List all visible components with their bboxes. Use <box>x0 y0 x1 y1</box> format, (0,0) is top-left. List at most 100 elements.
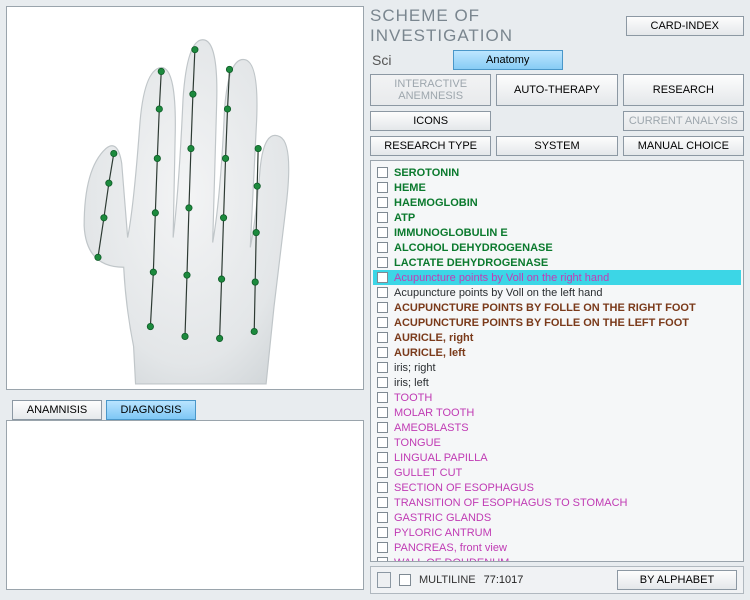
item-checkbox[interactable] <box>377 242 388 253</box>
item-checkbox[interactable] <box>377 302 388 313</box>
item-label: TONGUE <box>394 437 441 449</box>
item-label: SECTION OF ESOPHAGUS <box>394 482 534 494</box>
list-item[interactable]: GULLET CUT <box>373 465 741 480</box>
item-label: WALL OF DOUDENUM <box>394 557 509 563</box>
tab-anamnisis[interactable]: ANAMNISIS <box>12 400 102 420</box>
item-label: LACTATE DEHYDROGENASE <box>394 257 548 269</box>
list-item[interactable]: ACUPUNCTURE POINTS BY FOLLE ON THE RIGHT… <box>373 300 741 315</box>
list-item[interactable]: SEROTONIN <box>373 165 741 180</box>
list-item[interactable]: IMMUNOGLOBULIN E <box>373 225 741 240</box>
item-checkbox[interactable] <box>377 512 388 523</box>
item-label: AURICLE, left <box>394 347 466 359</box>
item-checkbox[interactable] <box>377 437 388 448</box>
list-item[interactable]: HAEMOGLOBIN <box>373 195 741 210</box>
item-label: GULLET CUT <box>394 467 462 479</box>
item-label: ACUPUNCTURE POINTS BY FOLLE ON THE RIGHT… <box>394 302 696 314</box>
item-label: PANCREAS, front view <box>394 542 507 554</box>
item-label: TOOTH <box>394 392 432 404</box>
list-item[interactable]: TONGUE <box>373 435 741 450</box>
item-checkbox[interactable] <box>377 257 388 268</box>
item-checkbox[interactable] <box>377 317 388 328</box>
item-label: Acupuncture points by Voll on the right … <box>394 272 609 284</box>
list-item[interactable]: AURICLE, left <box>373 345 741 360</box>
card-index-button[interactable]: CARD-INDEX <box>626 16 744 36</box>
list-item[interactable]: iris; right <box>373 360 741 375</box>
hand-illustration <box>7 7 363 389</box>
list-item[interactable]: iris; left <box>373 375 741 390</box>
item-label: AMEOBLASTS <box>394 422 469 434</box>
item-label: IMMUNOGLOBULIN E <box>394 227 508 239</box>
item-checkbox[interactable] <box>377 332 388 343</box>
list-item[interactable]: PANCREAS, front view <box>373 540 741 555</box>
item-checkbox[interactable] <box>377 347 388 358</box>
page-title: SCHEME OF INVESTIGATION <box>370 6 626 46</box>
item-checkbox[interactable] <box>377 497 388 508</box>
slider-handle-icon[interactable] <box>377 572 391 588</box>
item-checkbox[interactable] <box>377 227 388 238</box>
interactive-anamnesis-button: INTERACTIVE ANEMNESIS <box>370 74 491 106</box>
research-type-button[interactable]: RESEARCH TYPE <box>370 136 491 156</box>
item-label: PYLORIC ANTRUM <box>394 527 492 539</box>
item-checkbox[interactable] <box>377 467 388 478</box>
list-item[interactable]: Acupuncture points by Voll on the right … <box>373 270 741 285</box>
research-button[interactable]: RESEARCH <box>623 74 744 106</box>
list-item[interactable]: MOLAR TOOTH <box>373 405 741 420</box>
by-alphabet-button[interactable]: BY ALPHABET <box>617 570 737 590</box>
item-checkbox[interactable] <box>377 287 388 298</box>
list-item[interactable]: HEME <box>373 180 741 195</box>
auto-therapy-button[interactable]: AUTO-THERAPY <box>496 74 617 106</box>
list-item[interactable]: ATP <box>373 210 741 225</box>
item-checkbox[interactable] <box>377 407 388 418</box>
list-item[interactable]: ACUPUNCTURE POINTS BY FOLLE ON THE LEFT … <box>373 315 741 330</box>
investigation-list[interactable]: SEROTONIN HEME HAEMOGLOBINATP IMMUNOGLOBULI… <box>370 160 744 562</box>
item-label: iris; right <box>394 362 436 374</box>
system-button[interactable]: SYSTEM <box>496 136 617 156</box>
item-label: iris; left <box>394 377 429 389</box>
item-label: HAEMOGLOBIN <box>394 197 478 209</box>
list-item[interactable]: ALCOHOL DEHYDROGENASE <box>373 240 741 255</box>
item-label: ACUPUNCTURE POINTS BY FOLLE ON THE LEFT … <box>394 317 689 329</box>
item-label: HEME <box>394 182 426 194</box>
item-checkbox[interactable] <box>377 452 388 463</box>
manual-choice-button[interactable]: MANUAL CHOICE <box>623 136 744 156</box>
item-checkbox[interactable] <box>377 422 388 433</box>
anatomy-viewer[interactable] <box>6 6 364 390</box>
multiline-checkbox[interactable] <box>399 574 411 586</box>
current-analysis-button: CURRENT ANALYSIS <box>623 111 744 131</box>
item-checkbox[interactable] <box>377 557 388 562</box>
item-checkbox[interactable] <box>377 212 388 223</box>
item-label: GASTRIC GLANDS <box>394 512 491 524</box>
multiline-label: MULTILINE <box>419 574 476 586</box>
list-item[interactable]: Acupuncture points by Voll on the left h… <box>373 285 741 300</box>
item-checkbox[interactable] <box>377 167 388 178</box>
item-label: AURICLE, right <box>394 332 473 344</box>
item-checkbox[interactable] <box>377 197 388 208</box>
item-label: SEROTONIN <box>394 167 459 179</box>
item-checkbox[interactable] <box>377 392 388 403</box>
list-item[interactable]: LACTATE DEHYDROGENASE <box>373 255 741 270</box>
icons-button[interactable]: ICONS <box>370 111 491 131</box>
list-item[interactable]: WALL OF DOUDENUM <box>373 555 741 562</box>
item-label: LINGUAL PAPILLA <box>394 452 488 464</box>
list-item[interactable]: SECTION OF ESOPHAGUS <box>373 480 741 495</box>
tab-diagnosis[interactable]: DIAGNOSIS <box>106 400 196 420</box>
item-label: MOLAR TOOTH <box>394 407 474 419</box>
item-checkbox[interactable] <box>377 377 388 388</box>
detail-panel <box>6 420 364 590</box>
list-item[interactable]: LINGUAL PAPILLA <box>373 450 741 465</box>
item-checkbox[interactable] <box>377 542 388 553</box>
list-item[interactable]: PYLORIC ANTRUM <box>373 525 741 540</box>
item-checkbox[interactable] <box>377 482 388 493</box>
item-checkbox[interactable] <box>377 527 388 538</box>
list-item[interactable]: GASTRIC GLANDS <box>373 510 741 525</box>
list-footer: MULTILINE 77:1017 BY ALPHABET <box>370 566 744 594</box>
list-item[interactable]: TOOTH <box>373 390 741 405</box>
item-checkbox[interactable] <box>377 272 388 283</box>
item-counter: 77:1017 <box>484 574 524 586</box>
anatomy-button[interactable]: Anatomy <box>453 50 563 70</box>
list-item[interactable]: AMEOBLASTS <box>373 420 741 435</box>
list-item[interactable]: TRANSITION OF ESOPHAGUS TO STOMACH <box>373 495 741 510</box>
item-checkbox[interactable] <box>377 362 388 373</box>
list-item[interactable]: AURICLE, right <box>373 330 741 345</box>
item-checkbox[interactable] <box>377 182 388 193</box>
